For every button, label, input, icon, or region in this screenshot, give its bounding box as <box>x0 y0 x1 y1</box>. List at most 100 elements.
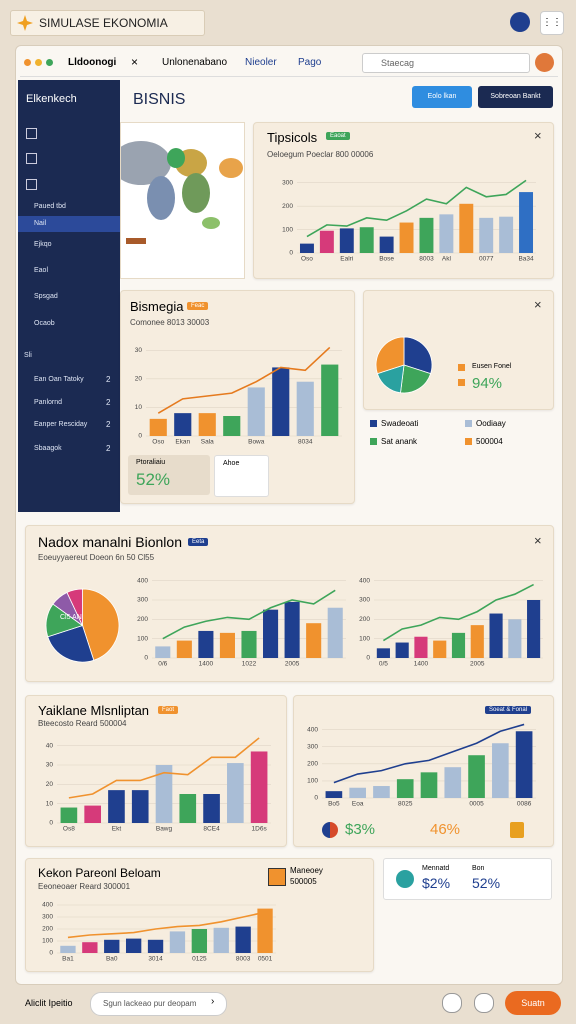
group-item[interactable]: Ean Oan Tatoky <box>34 376 84 383</box>
tab-close[interactable]: × <box>131 55 139 69</box>
y-tick-label: 10 <box>135 404 143 411</box>
bar <box>213 927 229 953</box>
card-subtitle: Eeoneoaer Reard 300001 <box>38 882 131 891</box>
y-tick-label: 200 <box>307 760 318 767</box>
group-item[interactable]: Sbaagok <box>34 445 62 452</box>
group-count: 2 <box>106 398 111 407</box>
x-tick-label: 1D6s <box>252 826 268 833</box>
bar <box>60 807 78 823</box>
tab[interactable]: Lldoonogi <box>68 57 117 68</box>
y-tick-label: 300 <box>137 597 148 604</box>
trend-line <box>157 346 331 414</box>
y-tick-label: 300 <box>359 597 370 604</box>
x-tick-label: Eoa <box>352 801 364 808</box>
x-tick-label: Sala <box>201 439 214 446</box>
bar <box>84 805 101 823</box>
card-title: Bismegia <box>130 299 184 314</box>
button[interactable]: Sobreoan Bankt <box>478 86 553 108</box>
bar <box>223 416 241 436</box>
app-logo: SIMULASE EKONOMIA <box>10 10 205 36</box>
stat-value: $3% <box>345 821 376 838</box>
icon-button[interactable] <box>442 993 462 1013</box>
bar <box>349 787 366 798</box>
bar <box>492 743 509 798</box>
legend-label: 500004 <box>476 437 503 446</box>
x-tick-label: 1400 <box>414 661 429 668</box>
chart: 0 10 20 30 40 Os8 Ekt Bawg 8CE4 1D6s <box>46 737 271 833</box>
bar <box>306 623 322 658</box>
avatar[interactable] <box>535 53 554 72</box>
icon-label: Ahoe <box>223 460 240 467</box>
bar <box>420 772 438 798</box>
card-subtitle: Oeloegum Poeclar 800 00006 <box>267 150 374 159</box>
x-tick-label: 8003 <box>419 256 434 263</box>
x-tick-label: Ealri <box>340 256 353 263</box>
nav-item[interactable]: Spsgad <box>34 293 58 300</box>
y-tick-label: 100 <box>42 938 53 945</box>
chart-card <box>293 695 554 847</box>
menu-button[interactable]: ⋮⋮ <box>540 11 564 35</box>
badge: Eeta <box>188 538 209 546</box>
group-count: 2 <box>106 375 111 384</box>
bar <box>108 790 125 823</box>
bar <box>149 418 167 436</box>
y-tick-label: 20 <box>46 781 54 788</box>
tab[interactable]: Unlonenabano <box>162 57 228 68</box>
icon-button[interactable] <box>474 993 494 1013</box>
nav-item[interactable]: Ocaob <box>34 320 55 327</box>
bar <box>169 931 186 953</box>
bar <box>399 222 414 253</box>
nav-item[interactable]: Paued tbd <box>34 203 66 210</box>
bar <box>470 625 484 658</box>
close[interactable]: × <box>534 297 542 312</box>
bar <box>319 230 334 253</box>
nav-item[interactable]: Ejkqo <box>34 241 52 248</box>
y-tick-label: 100 <box>359 635 370 642</box>
y-tick-label: 0 <box>49 950 53 957</box>
button[interactable]: Eolo lkan <box>412 86 472 108</box>
icon-box[interactable]: Ahoe <box>214 455 269 497</box>
bar <box>284 601 300 658</box>
icon[interactable] <box>26 179 37 190</box>
user-icon[interactable] <box>510 12 530 32</box>
input[interactable]: Sgun lackeao pur deopam › <box>90 992 227 1016</box>
y-tick-label: 0 <box>366 655 370 662</box>
kpi-label: Mennatd <box>422 865 450 872</box>
app-title: SIMULASE EKONOMIA <box>39 16 168 30</box>
close[interactable]: × <box>534 128 542 143</box>
bar <box>327 607 343 658</box>
bar <box>321 364 339 436</box>
y-tick-label: 30 <box>135 347 143 354</box>
card-title: Tipsicols <box>267 130 318 145</box>
x-tick-label: Oso <box>152 439 164 446</box>
stat-value: 52% <box>136 470 171 489</box>
bar <box>339 228 354 253</box>
chart: 0 100 200 300 400 Bo5 Eoa 8025 0005 0086 <box>307 723 536 808</box>
bar <box>451 632 466 658</box>
icon <box>510 822 524 838</box>
group-item[interactable]: Panlornd <box>34 399 63 406</box>
icon[interactable] <box>26 128 37 139</box>
nav-item[interactable]: Nail <box>34 220 47 227</box>
close[interactable]: × <box>534 533 542 548</box>
sidebar: Elkenkech Paued tbd Nail Ejkqo Eaol Spsg… <box>18 80 120 512</box>
tab[interactable]: Pago <box>298 57 322 68</box>
icon[interactable] <box>26 153 37 164</box>
group-item[interactable]: Eanper Resciday <box>34 421 88 428</box>
legend-swatch <box>458 379 465 386</box>
search-box[interactable]: Staecag <box>362 53 530 73</box>
action-button[interactable]: Suatn <box>505 991 561 1015</box>
bar <box>373 786 390 798</box>
legend-label: Eusen Fonel <box>472 363 512 370</box>
tab-bar <box>20 50 558 77</box>
tab[interactable]: Nieoler <box>245 57 277 68</box>
nav-item[interactable]: Eaol <box>34 267 49 274</box>
y-tick-label: 0 <box>289 250 293 257</box>
y-tick-label: 300 <box>42 914 53 921</box>
legend-label: Sat anank <box>381 437 418 446</box>
kpi-value: $2% <box>422 875 451 891</box>
x-tick-label: 8003 <box>236 956 251 963</box>
y-tick-label: 40 <box>46 742 54 749</box>
bar <box>499 216 514 253</box>
x-tick-label: 8025 <box>398 801 413 808</box>
